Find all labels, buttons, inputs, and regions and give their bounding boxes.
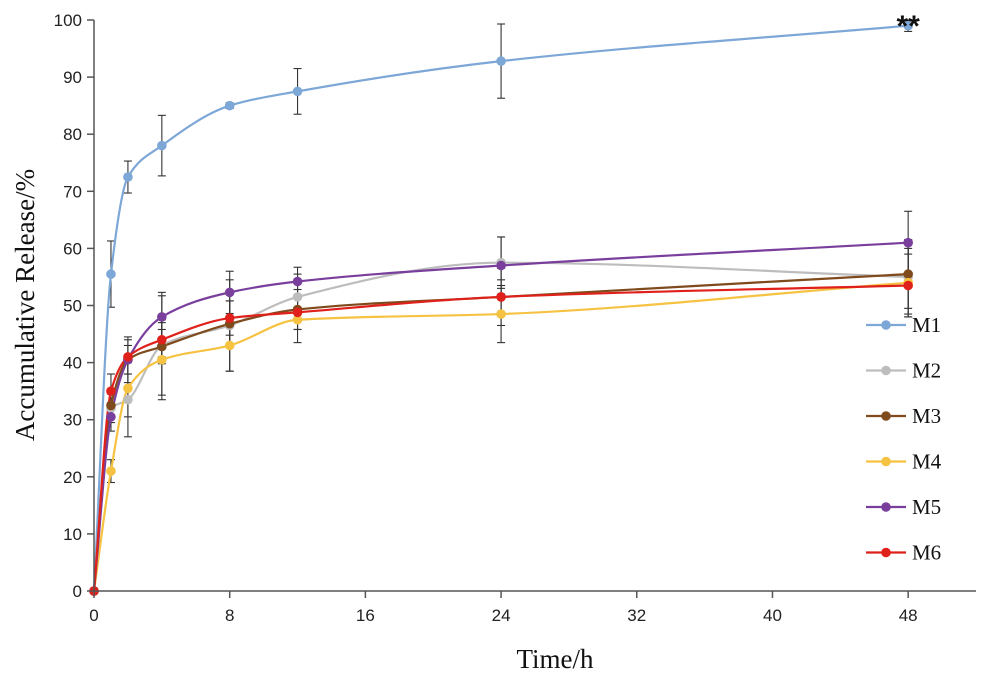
legend-item-m2: M2 (866, 359, 941, 383)
legend-item-m3: M3 (866, 404, 941, 428)
data-point-m1 (123, 172, 133, 182)
y-tick-label: 80 (63, 125, 82, 144)
data-point-m6 (903, 280, 913, 291)
data-point-m4 (123, 383, 133, 394)
y-tick-label: 70 (63, 182, 82, 201)
legend-marker (881, 502, 891, 512)
x-tick-label: 0 (89, 606, 98, 625)
x-axis-title: Time/h (516, 644, 594, 674)
axes (87, 19, 976, 598)
data-point-m6 (106, 386, 116, 396)
legend: M1 M2 M3 M4 M5 M6 (866, 313, 942, 565)
legend-label: M2 (912, 359, 941, 383)
data-point-m1 (224, 100, 235, 111)
data-point-m1 (157, 140, 167, 151)
x-tick-label: 16 (356, 606, 375, 625)
y-tick-label: 90 (63, 68, 82, 87)
data-point-m2 (123, 394, 133, 405)
data-point-m3 (157, 341, 167, 352)
y-tick-label: 0 (73, 582, 82, 601)
x-tick-label: 8 (225, 606, 234, 625)
data-point-m6 (157, 334, 167, 345)
data-point-m4 (292, 314, 303, 325)
y-axis-title: Accumulative Release/% (10, 169, 40, 441)
data-point-m1 (106, 269, 116, 279)
data-point-m5 (157, 312, 167, 322)
data-point-m4 (224, 340, 235, 351)
tick-labels: 0 10 20 30 40 50 60 70 80 90 100 0 8 16 24 32 40 48 (54, 11, 918, 625)
legend-label: M3 (912, 404, 941, 428)
y-tick-label: 30 (63, 411, 82, 430)
legend-marker (881, 365, 891, 376)
data-point-m1 (496, 56, 506, 66)
legend-marker (881, 547, 891, 558)
x-tick-label: 40 (763, 606, 782, 625)
legend-item-m5: M5 (866, 495, 941, 519)
data-point-m4 (496, 309, 506, 319)
y-tick-label: 40 (63, 354, 82, 373)
data-point-m1 (292, 86, 303, 97)
data-point-m5 (106, 412, 116, 422)
legend-item-m1: M1 (866, 313, 941, 337)
error-bars (106, 19, 913, 484)
x-tick-label: 48 (899, 606, 918, 625)
data-point-m5 (292, 276, 303, 287)
legend-marker (881, 411, 891, 421)
series-line-m4 (92, 281, 909, 592)
legend-label: M6 (912, 541, 941, 565)
y-tick-label: 20 (63, 468, 82, 487)
data-point-m2 (292, 292, 303, 302)
y-tick-label: 50 (63, 297, 82, 316)
data-point-m6 (292, 307, 303, 318)
data-point-m3 (106, 400, 116, 411)
legend-item-m4: M4 (866, 450, 942, 474)
data-point-m5 (496, 260, 506, 271)
data-point-m6 (224, 313, 235, 323)
y-tick-label: 100 (54, 11, 82, 30)
significance-annotation: ** (896, 10, 920, 43)
legend-marker (881, 456, 891, 467)
legend-marker (881, 320, 891, 330)
data-point-m6 (123, 352, 133, 362)
series-points (89, 20, 913, 596)
legend-label: M4 (912, 450, 942, 474)
y-tick-label: 60 (63, 239, 82, 258)
data-point-m4 (106, 466, 116, 476)
data-point-m5 (903, 237, 913, 248)
data-point-m3 (903, 269, 913, 279)
y-tick-label: 10 (63, 525, 82, 544)
legend-label: M5 (912, 495, 941, 519)
legend-label: M1 (912, 313, 941, 337)
data-point-m6 (496, 292, 506, 302)
data-point-m5 (224, 287, 235, 298)
data-point-m4 (157, 354, 167, 365)
x-tick-label: 24 (492, 606, 511, 625)
x-tick-label: 32 (627, 606, 646, 625)
legend-item-m6: M6 (866, 541, 941, 565)
data-point-m1 (903, 20, 913, 31)
